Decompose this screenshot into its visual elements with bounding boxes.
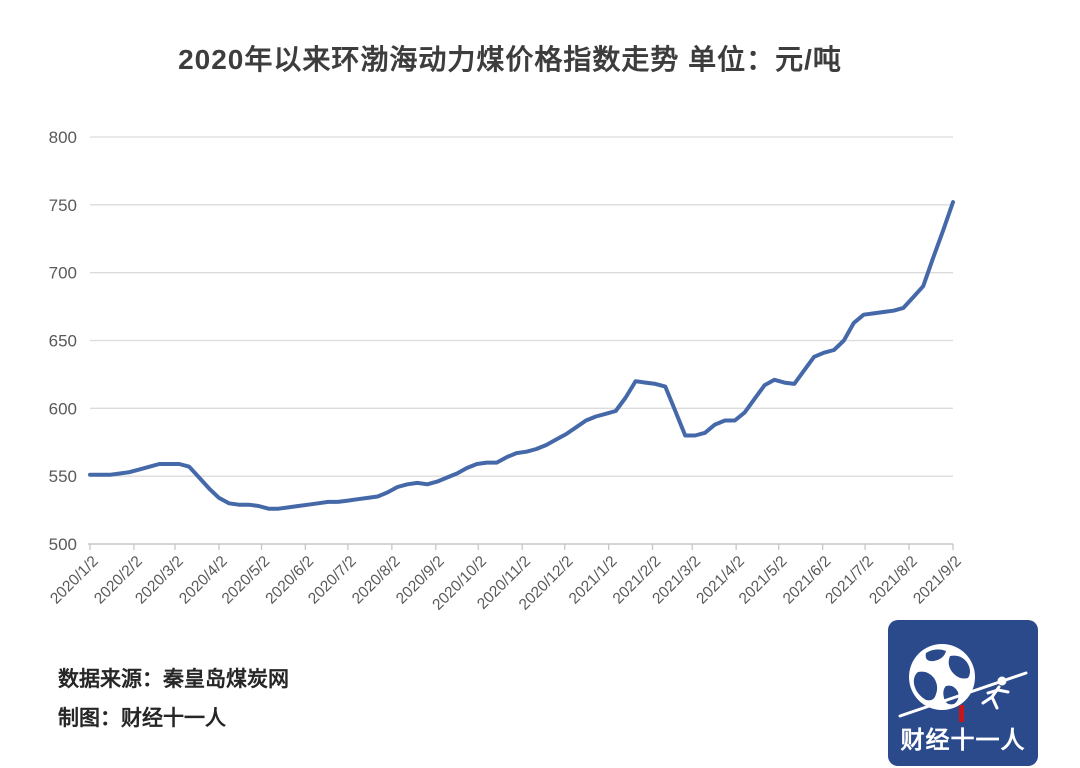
- y-tick-label: 700: [49, 264, 77, 283]
- chart-credit-label: 制图：财经十一人: [58, 707, 226, 730]
- publisher-logo: 财经十一人: [888, 620, 1038, 766]
- y-tick-label: 550: [49, 467, 77, 486]
- y-tick-label: 750: [49, 196, 77, 215]
- price-line: [88, 200, 955, 511]
- x-axis-labels: 2020/1/22020/2/22020/3/22020/4/22020/5/2…: [47, 553, 965, 614]
- y-tick-label: 650: [49, 332, 77, 351]
- footer: 数据来源：秦皇岛煤炭网 制图：财经十一人: [58, 660, 289, 738]
- price-line-series: [88, 200, 955, 511]
- y-tick-label: 600: [49, 399, 77, 418]
- chart-title: 2020年以来环渤海动力煤价格指数走势 单位：元/吨: [178, 44, 842, 75]
- x-axis: [88, 543, 954, 550]
- logo-wordmark: 财经十一人: [900, 727, 1026, 754]
- logo-red-accent: [959, 705, 964, 722]
- globe-javelin-runner-icon: [898, 644, 1028, 722]
- globe-icon: [909, 644, 975, 710]
- y-tick-label: 500: [49, 535, 77, 554]
- x-tick-label: 2021/9/2: [910, 553, 965, 608]
- javelin-runner-icon: [898, 671, 1028, 718]
- data-source-label: 数据来源：秦皇岛煤炭网: [58, 668, 289, 691]
- gridlines: [90, 136, 953, 477]
- y-axis-labels: 500 550 600 650 700 750 800: [49, 128, 77, 554]
- y-tick-label: 800: [49, 128, 77, 147]
